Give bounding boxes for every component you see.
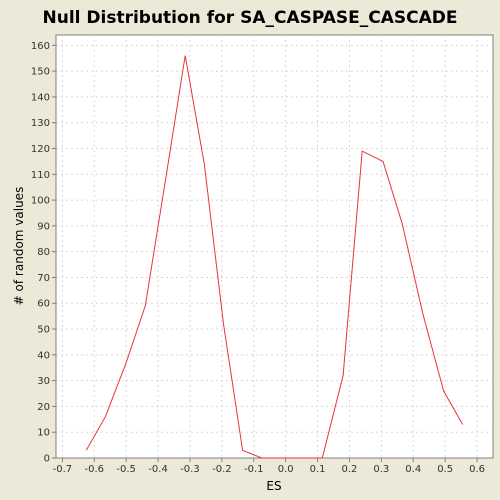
y-tick-label: 40 xyxy=(37,350,50,361)
y-tick-label: 150 xyxy=(31,67,50,78)
y-tick-label: 80 xyxy=(37,247,50,258)
y-tick-label: 10 xyxy=(37,428,50,439)
series-line xyxy=(85,55,464,459)
x-tick-label: -0.6 xyxy=(85,464,105,475)
y-tick-label: 140 xyxy=(31,92,50,103)
series-layer xyxy=(85,55,464,459)
grid-lines xyxy=(56,35,493,459)
chart-title: Null Distribution for SA_CASPASE_CASCADE xyxy=(42,8,457,28)
y-tick-label: 0 xyxy=(44,454,50,465)
x-axis-label: ES xyxy=(266,479,281,493)
x-tick-label: -0.1 xyxy=(244,464,264,475)
x-tick-label: 0.2 xyxy=(342,464,358,475)
x-tick-label: 0.0 xyxy=(278,464,294,475)
x-tick-label: -0.2 xyxy=(212,464,232,475)
y-tick-label: 60 xyxy=(37,299,50,310)
y-axis-label: # of random values xyxy=(12,187,26,306)
x-tick-label: -0.7 xyxy=(53,464,73,475)
x-tick-label: -0.4 xyxy=(148,464,168,475)
x-axis-ticks: -0.7 -0.6 -0.5 -0.4 -0.3 -0.2 -0.1 0.0 0.1 0.2 0.3… xyxy=(53,458,485,475)
plot-area xyxy=(55,34,494,459)
y-tick-label: 50 xyxy=(37,325,50,336)
y-tick-label: 120 xyxy=(31,144,50,155)
y-tick-label: 70 xyxy=(37,273,50,284)
y-axis-ticks: 0 10 20 30 40 50 60 70 80 90 100 110 120 130 140 150 160 xyxy=(31,41,56,465)
y-tick-label: 130 xyxy=(31,118,50,129)
x-tick-label: 0.1 xyxy=(310,464,326,475)
y-tick-label: 160 xyxy=(31,41,50,52)
y-tick-label: 100 xyxy=(31,196,50,207)
x-tick-label: -0.3 xyxy=(180,464,200,475)
x-tick-label: 0.4 xyxy=(405,464,421,475)
x-tick-label: 0.6 xyxy=(469,464,485,475)
y-tick-label: 90 xyxy=(37,221,50,232)
x-tick-label: -0.5 xyxy=(116,464,136,475)
y-tick-label: 20 xyxy=(37,402,50,413)
y-tick-label: 30 xyxy=(37,376,50,387)
x-tick-label: 0.5 xyxy=(437,464,453,475)
y-tick-label: 110 xyxy=(31,170,50,181)
x-tick-label: 0.3 xyxy=(373,464,389,475)
